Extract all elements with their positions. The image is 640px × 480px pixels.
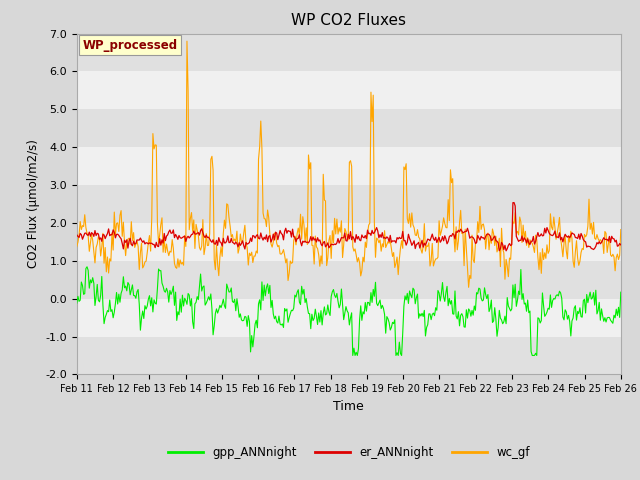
Bar <box>77 185 621 223</box>
Bar <box>77 336 621 374</box>
Y-axis label: CO2 Flux (μmol/m2/s): CO2 Flux (μmol/m2/s) <box>27 140 40 268</box>
Legend: gpp_ANNnight, er_ANNnight, wc_gf: gpp_ANNnight, er_ANNnight, wc_gf <box>163 442 534 464</box>
X-axis label: Time: Time <box>333 400 364 413</box>
Title: WP CO2 Fluxes: WP CO2 Fluxes <box>291 13 406 28</box>
Bar <box>77 109 621 147</box>
Bar <box>77 261 621 299</box>
Bar <box>77 147 621 185</box>
Bar <box>77 34 621 72</box>
Bar <box>77 299 621 336</box>
Text: WP_processed: WP_processed <box>82 39 177 52</box>
Bar <box>77 223 621 261</box>
Bar <box>77 72 621 109</box>
